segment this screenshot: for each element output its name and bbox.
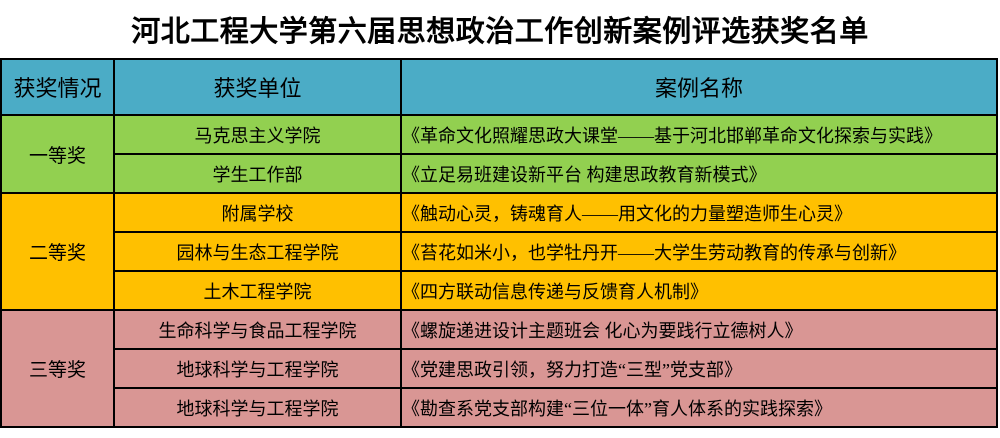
case-cell: 《立足易班建设新平台 构建思政教育新模式》 xyxy=(400,153,998,194)
unit-cell: 生命科学与食品工程学院 xyxy=(113,309,402,350)
award-cell-second-prize: 二等奖 xyxy=(0,192,115,311)
table-row: 地球科学与工程学院 《勘查系党支部构建“三位一体”育人体系的实践探索》 xyxy=(1,387,998,428)
unit-cell: 学生工作部 xyxy=(113,153,402,194)
column-header-award-unit: 获奖单位 xyxy=(113,58,402,116)
award-cell-third-prize: 三等奖 xyxy=(0,309,115,428)
case-cell: 《党建思政引领，努力打造“三型”党支部》 xyxy=(400,348,998,389)
awards-table: 获奖情况 获奖单位 案例名称 一等奖 马克思主义学院 《革命文化照耀思政大课堂—… xyxy=(0,58,998,428)
unit-cell: 附属学校 xyxy=(113,192,402,233)
case-cell: 《螺旋递进设计主题班会 化心为要践行立德树人》 xyxy=(400,309,998,350)
unit-cell: 马克思主义学院 xyxy=(113,114,402,155)
title-bar: 河北工程大学第六届思想政治工作创新案例评选获奖名单 xyxy=(0,0,1000,58)
case-cell: 《勘查系党支部构建“三位一体”育人体系的实践探索》 xyxy=(400,387,998,428)
unit-cell: 土木工程学院 xyxy=(113,270,402,311)
table-row: 一等奖 马克思主义学院 《革命文化照耀思政大课堂——基于河北邯郸革命文化探索与实… xyxy=(0,114,998,194)
table-row: 园林与生态工程学院 《苔花如米小，也学牡丹开——大学生劳动教育的传承与创新》 xyxy=(1,231,998,272)
case-cell: 《革命文化照耀思政大课堂——基于河北邯郸革命文化探索与实践》 xyxy=(400,114,998,155)
table-row: 二等奖 附属学校 《触动心灵，铸魂育人——用文化的力量塑造师生心灵》 xyxy=(0,192,998,311)
case-cell: 《触动心灵，铸魂育人——用文化的力量塑造师生心灵》 xyxy=(400,192,998,233)
column-header-case-name: 案例名称 xyxy=(400,58,998,116)
table-header-row: 获奖情况 获奖单位 案例名称 xyxy=(0,58,998,116)
table-row: 土木工程学院 《四方联动信息传递与反馈育人机制》 xyxy=(1,270,998,311)
table-row: 地球科学与工程学院 《党建思政引领，努力打造“三型”党支部》 xyxy=(1,348,998,389)
page-title: 河北工程大学第六届思想政治工作创新案例评选获奖名单 xyxy=(131,16,869,48)
column-header-award-status: 获奖情况 xyxy=(0,58,115,116)
table-row: 学生工作部 《立足易班建设新平台 构建思政教育新模式》 xyxy=(1,153,998,194)
award-cell-first-prize: 一等奖 xyxy=(0,114,115,194)
table-row: 三等奖 生命科学与食品工程学院 《螺旋递进设计主题班会 化心为要践行立德树人》 xyxy=(0,309,998,428)
case-cell: 《四方联动信息传递与反馈育人机制》 xyxy=(400,270,998,311)
case-cell: 《苔花如米小，也学牡丹开——大学生劳动教育的传承与创新》 xyxy=(400,231,998,272)
unit-cell: 地球科学与工程学院 xyxy=(113,387,402,428)
unit-cell: 园林与生态工程学院 xyxy=(113,231,402,272)
unit-cell: 地球科学与工程学院 xyxy=(113,348,402,389)
